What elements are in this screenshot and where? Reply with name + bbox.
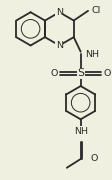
Text: Cl: Cl [91, 6, 100, 15]
Text: O: O [90, 154, 97, 163]
Text: O: O [50, 69, 58, 78]
Text: NH: NH [73, 127, 87, 136]
Text: O: O [102, 69, 110, 78]
Text: NH: NH [84, 50, 98, 59]
Text: N: N [55, 8, 62, 17]
Text: N: N [55, 41, 62, 50]
Text: S: S [76, 68, 83, 78]
